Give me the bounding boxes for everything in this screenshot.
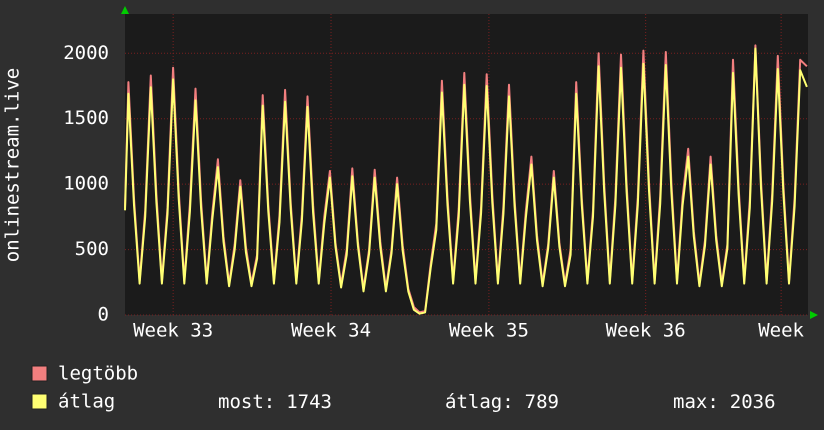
y-tick-label: 1000	[63, 173, 109, 195]
legend: legtöbb átlag most: 1743 átlag: 789 max: 2036	[31, 363, 776, 413]
x-tick-label: Week 34	[291, 320, 371, 342]
stat-label: max:	[673, 391, 719, 413]
axis-arrow	[121, 6, 129, 14]
legend-label: legtöbb	[58, 363, 138, 385]
stat-label: átlag:	[445, 391, 514, 413]
stat-value: 2036	[730, 391, 776, 413]
stat: átlag: 789	[445, 391, 559, 413]
axis-arrow	[810, 311, 818, 319]
plot-area	[125, 14, 808, 315]
legend-swatch	[31, 393, 48, 410]
y-tick-label: 1500	[63, 107, 109, 129]
series-line	[124, 47, 808, 315]
plot	[124, 14, 808, 316]
stat: max: 2036	[673, 391, 776, 413]
y-tick-label: 500	[75, 238, 109, 260]
stat-value: 1743	[286, 391, 332, 413]
x-tick-label: Week 33	[133, 320, 213, 342]
stat-value: 789	[525, 391, 559, 413]
x-tick-label: Week 35	[449, 320, 529, 342]
y-tick-label: 0	[98, 304, 109, 326]
legend-label: átlag	[58, 391, 115, 413]
stat: most: 1743	[218, 391, 332, 413]
x-tick-label: Week 36	[606, 320, 686, 342]
y-tick-label: 2000	[63, 42, 109, 64]
stat-label: most:	[218, 391, 275, 413]
legend-swatch	[31, 365, 48, 382]
x-tick-label: Week	[758, 320, 804, 342]
y-axis-label: onlinestream.live	[2, 68, 24, 262]
